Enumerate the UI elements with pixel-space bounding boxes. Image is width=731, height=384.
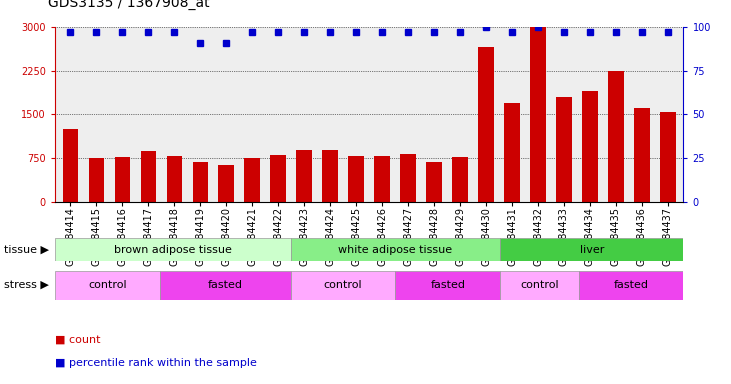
Bar — [296, 151, 312, 202]
Bar — [579, 271, 683, 300]
Bar — [374, 156, 390, 202]
Text: ■ count: ■ count — [55, 335, 100, 345]
Bar — [452, 157, 468, 202]
Bar — [500, 271, 579, 300]
Text: control: control — [520, 280, 558, 290]
Text: white adipose tissue: white adipose tissue — [338, 245, 452, 255]
Bar — [322, 151, 338, 202]
Bar — [244, 158, 260, 202]
Bar — [401, 154, 416, 202]
Text: control: control — [324, 280, 363, 290]
Bar — [140, 151, 156, 202]
Bar — [88, 157, 105, 202]
Bar — [660, 113, 675, 202]
Text: brown adipose tissue: brown adipose tissue — [114, 245, 232, 255]
Bar — [115, 157, 130, 202]
Bar — [167, 156, 182, 202]
Text: stress ▶: stress ▶ — [4, 280, 48, 290]
Bar — [395, 271, 500, 300]
Bar — [530, 27, 546, 202]
Bar — [63, 129, 78, 202]
Bar — [290, 238, 500, 261]
Bar — [270, 155, 286, 202]
Bar — [219, 166, 234, 202]
Text: control: control — [88, 280, 126, 290]
Text: fasted: fasted — [208, 280, 243, 290]
Bar — [159, 271, 290, 300]
Text: tissue ▶: tissue ▶ — [4, 245, 49, 255]
Bar — [500, 238, 683, 261]
Bar — [290, 271, 395, 300]
Text: liver: liver — [580, 245, 604, 255]
Bar — [192, 162, 208, 202]
Text: ■ percentile rank within the sample: ■ percentile rank within the sample — [55, 358, 257, 368]
Bar — [582, 91, 598, 202]
Text: GDS3135 / 1367908_at: GDS3135 / 1367908_at — [48, 0, 209, 10]
Bar — [634, 108, 650, 202]
Bar — [556, 97, 572, 202]
Bar — [478, 47, 494, 202]
Bar — [426, 162, 442, 202]
Bar — [349, 156, 364, 202]
Bar — [55, 271, 159, 300]
Text: fasted: fasted — [431, 280, 465, 290]
Bar — [504, 103, 520, 202]
Text: fasted: fasted — [613, 280, 648, 290]
Bar — [608, 71, 624, 202]
Bar — [55, 238, 290, 261]
